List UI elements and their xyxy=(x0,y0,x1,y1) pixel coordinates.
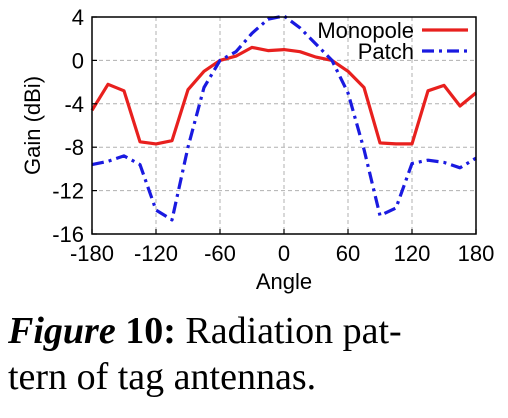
y-axis-label: Gain (dBi) xyxy=(20,76,45,175)
legend-label-monopole: Monopole xyxy=(317,18,414,43)
x-tick-label: -60 xyxy=(204,241,236,266)
y-tick-label: 4 xyxy=(72,5,84,30)
grid-lines xyxy=(92,17,476,234)
legend-label-patch: Patch xyxy=(358,39,414,64)
x-tick-label: 180 xyxy=(458,241,495,266)
tick-labels: -180 -120 -60 0 60 120 180 4 0 -4 -8 -12 -16 xyxy=(52,5,494,266)
y-tick-label: -16 xyxy=(52,222,84,247)
series-layer xyxy=(90,14,478,222)
x-tick-label: 0 xyxy=(278,241,290,266)
y-tick-label: -12 xyxy=(52,179,84,204)
x-tick-label: 60 xyxy=(336,241,360,266)
x-axis-label: Angle xyxy=(256,269,312,294)
series-line-monopole xyxy=(90,45,478,146)
x-tick-label: -120 xyxy=(134,241,178,266)
y-tick-label: -8 xyxy=(64,135,84,160)
caption-figure-word: Figure xyxy=(8,310,116,352)
caption-figure-number: 10: xyxy=(125,310,176,352)
caption-text-line1: Radiation pat- xyxy=(185,310,402,352)
series-line-patch xyxy=(91,14,477,222)
x-tick-label: -180 xyxy=(70,241,114,266)
figure-caption: Figure 10: Radiation pat- tern of tag an… xyxy=(8,308,504,400)
caption-text-line2: tern of tag antennas. xyxy=(8,356,317,398)
y-tick-label: 0 xyxy=(72,48,84,73)
x-tick-label: 120 xyxy=(394,241,431,266)
gain-chart: -180 -120 -60 0 60 120 180 4 0 -4 -8 -12 -16 Angle G… xyxy=(20,5,494,294)
y-tick-label: -4 xyxy=(64,92,84,117)
